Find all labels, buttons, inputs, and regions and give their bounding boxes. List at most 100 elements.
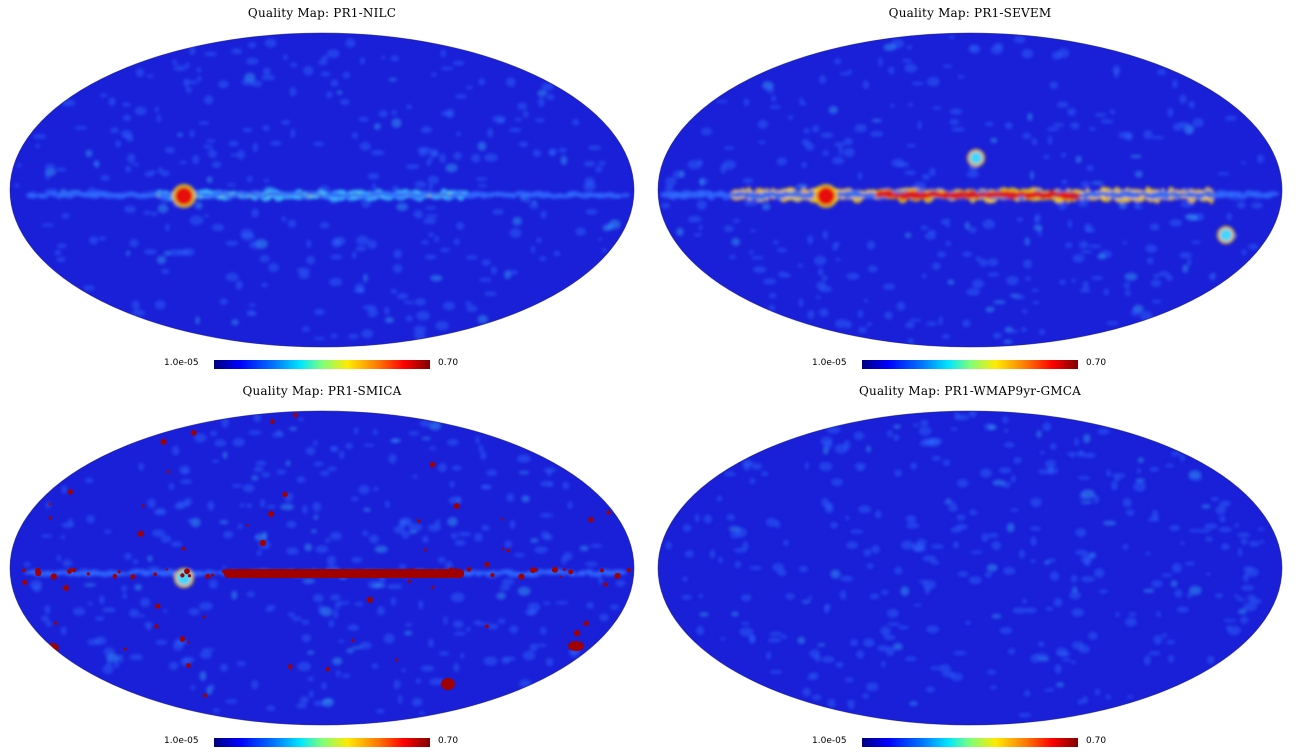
- mask-region: [466, 567, 472, 572]
- mask-region: [485, 624, 489, 629]
- colorbar-max-label: 0.70: [1086, 736, 1107, 746]
- mask-region: [22, 568, 26, 573]
- colorbar-gradient: [214, 738, 430, 747]
- mask-region: [325, 667, 330, 672]
- colorbar-min-label: 1.0e-05: [812, 736, 847, 746]
- mask-region: [181, 546, 186, 551]
- mask-region: [184, 568, 190, 575]
- mask-region: [48, 516, 53, 520]
- mask-region: [568, 569, 574, 575]
- mask-region: [492, 573, 495, 576]
- mask-region: [552, 566, 558, 573]
- mask-region: [351, 639, 355, 642]
- map-title: Quality Map: PR1-SEVEM: [888, 6, 1052, 20]
- mollweide-map: [657, 32, 1283, 348]
- mask-region: [453, 503, 460, 509]
- sky-background: [658, 411, 1282, 725]
- mask-region: [246, 524, 249, 527]
- mask-region: [361, 569, 366, 575]
- mask-region: [211, 573, 215, 577]
- mask-region: [86, 572, 90, 576]
- mask-region: [141, 504, 145, 508]
- colorbar-max-label: 0.70: [438, 736, 459, 746]
- mask-region: [155, 603, 161, 609]
- mask-region: [435, 569, 441, 575]
- mask-region: [22, 579, 28, 585]
- mask-region: [160, 438, 167, 445]
- mask-region: [270, 419, 275, 424]
- mask-region: [431, 585, 435, 589]
- mask-region: [67, 489, 74, 495]
- mask-region: [293, 412, 298, 418]
- mask-region: [294, 570, 300, 576]
- mask-region: [203, 693, 208, 698]
- mask-region: [588, 517, 594, 523]
- mask-region: [614, 572, 621, 579]
- mask-region: [626, 568, 632, 573]
- mask-region: [153, 572, 157, 577]
- mask-region: [366, 596, 374, 603]
- mask-region: [48, 502, 52, 506]
- colorbar-min-label: 1.0e-05: [164, 736, 199, 746]
- colorbar: 1.0e-05 0.70: [8, 735, 636, 751]
- map-title: Quality Map: PR1-WMAP9yr-GMCA: [858, 384, 1082, 398]
- mask-region: [180, 573, 185, 578]
- mask-region: [417, 519, 421, 523]
- mask-region: [112, 574, 118, 579]
- mask-region: [35, 569, 40, 574]
- colorbar-gradient: [214, 360, 430, 369]
- mask-region: [534, 568, 538, 572]
- mask-region: [154, 624, 159, 629]
- map-panel-gmca: Quality Map: PR1-WMAP9yr-GMCA 1.0e-05 0.…: [656, 380, 1296, 755]
- colorbar: 1.0e-05 0.70: [656, 357, 1284, 373]
- mask-region: [45, 643, 59, 653]
- mask-region: [404, 569, 407, 572]
- mask-region: [222, 569, 227, 574]
- map-panel-smica: Quality Map: PR1-SMICA 1.0e-05 0.70: [8, 380, 648, 755]
- mask-region: [50, 573, 58, 580]
- mask-region: [530, 567, 536, 573]
- mask-region: [205, 573, 211, 579]
- mask-region: [599, 568, 605, 573]
- mask-region: [603, 582, 608, 587]
- mask-region: [165, 568, 169, 571]
- colorbar-max-label: 0.70: [438, 358, 459, 368]
- mask-region: [518, 573, 525, 580]
- colorbar-gradient: [862, 360, 1078, 369]
- mask-region: [130, 574, 136, 580]
- mask-region: [202, 615, 206, 619]
- mask-region: [559, 575, 563, 578]
- mask-region: [562, 568, 566, 571]
- mask-region: [324, 569, 328, 574]
- mask-region: [407, 579, 412, 584]
- mask-region: [441, 678, 455, 690]
- colorbar-gradient: [862, 738, 1078, 747]
- mollweide-map: [657, 410, 1283, 726]
- mask-region: [274, 570, 281, 577]
- mask-region: [302, 572, 308, 578]
- mask-region: [506, 548, 510, 553]
- mask-region: [574, 630, 581, 637]
- sky-outline: [9, 32, 635, 348]
- mask-region: [288, 664, 293, 669]
- sky-outline: [9, 410, 635, 726]
- mask-region: [501, 547, 504, 551]
- mask-region: [311, 569, 318, 576]
- mask-region: [166, 470, 170, 474]
- mask-region: [568, 641, 584, 651]
- mask-region: [179, 636, 186, 642]
- mask-region: [429, 461, 436, 468]
- mask-region: [501, 518, 504, 521]
- mask-region: [448, 567, 454, 573]
- mask-region: [187, 574, 192, 578]
- mask-region: [68, 568, 72, 572]
- sky-background: [10, 411, 634, 725]
- mask-region: [54, 621, 58, 625]
- mask-region: [606, 510, 611, 515]
- mask-region: [117, 570, 121, 574]
- colorbar-max-label: 0.70: [1086, 358, 1107, 368]
- mask-region: [123, 647, 127, 651]
- mask-region: [423, 548, 427, 552]
- colorbar: 1.0e-05 0.70: [656, 735, 1284, 751]
- mask-region: [453, 568, 459, 574]
